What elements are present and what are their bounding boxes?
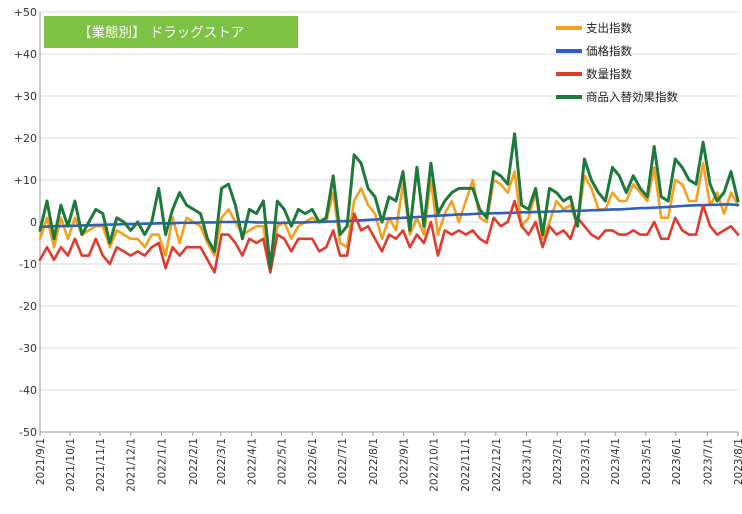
x-tick-label: 2023/5/1: [641, 438, 653, 485]
x-tick-label: 2022/3/1: [216, 438, 228, 485]
x-tick-label: 2022/7/1: [337, 438, 349, 485]
x-tick-label: 2023/6/1: [671, 438, 683, 485]
x-tick-label: 2023/3/1: [580, 438, 592, 485]
y-axis-tick-labels: -50 -40 -30 -20 -10 0 +10 +20 +30 +40 +50: [14, 6, 37, 439]
x-tick-label: 2022/6/1: [307, 438, 319, 485]
x-tick-label: 2022/4/1: [246, 438, 258, 485]
y-tick-label: +40: [14, 48, 37, 61]
x-tick-label: 2023/4/1: [610, 438, 622, 485]
x-tick-label: 2022/11/1: [460, 438, 472, 492]
x-tick-label: 2023/1/1: [522, 438, 534, 485]
x-axis-tick-labels: 2021/9/1 2021/10/1 2021/11/1 2021/12/1 2022/…: [35, 432, 742, 492]
x-tick-label: 2023/7/1: [702, 438, 714, 485]
chart-title: 【業態別】 ドラッグストア: [78, 25, 244, 41]
y-tick-label: +30: [14, 90, 37, 103]
y-tick-label: -10: [19, 258, 37, 271]
legend-label-3: 商品入替効果指数: [586, 90, 678, 104]
y-tick-label: +50: [14, 6, 37, 19]
axes: [39, 12, 738, 433]
series-line-3: [38, 132, 740, 270]
y-tick-label: -20: [19, 300, 37, 313]
y-tick-label: 0: [30, 216, 37, 229]
y-tick-label: -50: [19, 426, 37, 439]
x-tick-label: 2022/2/1: [188, 438, 200, 485]
x-tick-label: 2022/10/1: [429, 438, 441, 492]
y-tick-label: -30: [19, 342, 37, 355]
legend-label-1: 価格指数: [586, 44, 632, 58]
series-line-1: [38, 203, 740, 229]
chart-title-background: [44, 16, 298, 48]
x-tick-label: 2023/8/1: [733, 438, 742, 485]
gridlines: [40, 11, 738, 433]
y-tick-label: +10: [14, 174, 37, 187]
x-tick-label: 2022/5/1: [277, 438, 289, 485]
x-tick-label: 2021/9/1: [35, 438, 47, 485]
x-tick-label: 2021/11/1: [95, 438, 107, 492]
series-line-2: [38, 199, 740, 274]
x-tick-label: 2023/2/1: [552, 438, 564, 485]
x-tick-label: 2022/12/1: [491, 438, 503, 492]
legend-label-2: 数量指数: [586, 67, 632, 81]
x-tick-label: 2022/1/1: [156, 438, 168, 485]
series-lines: [38, 132, 740, 274]
x-tick-label: 2022/9/1: [399, 438, 411, 485]
x-tick-label: 2022/8/1: [368, 438, 380, 485]
x-tick-label: 2021/12/1: [126, 438, 138, 492]
y-tick-label: +20: [14, 132, 37, 145]
chart-title-box: 【業態別】 ドラッグストア: [44, 16, 298, 48]
legend-label-0: 支出指数: [586, 21, 632, 35]
x-tick-label: 2021/10/1: [65, 438, 77, 492]
y-tick-label: -40: [19, 384, 37, 397]
